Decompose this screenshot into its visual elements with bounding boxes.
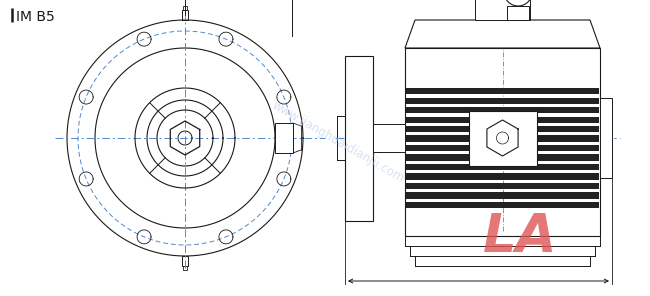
Bar: [406, 202, 599, 208]
Bar: [406, 192, 599, 199]
Text: IM B5: IM B5: [16, 10, 55, 24]
Bar: [373, 124, 405, 152]
Bar: [345, 56, 373, 221]
Bar: [406, 145, 599, 151]
Bar: [182, 10, 188, 20]
Bar: [406, 136, 599, 141]
Bar: [406, 117, 599, 123]
Bar: [406, 88, 599, 94]
Bar: [406, 155, 599, 161]
Text: LA: LA: [483, 211, 557, 263]
Bar: [600, 98, 612, 178]
Bar: [183, 6, 187, 10]
Circle shape: [504, 0, 532, 6]
Bar: [406, 126, 599, 132]
Bar: [406, 164, 599, 170]
Bar: [275, 123, 293, 153]
Bar: [406, 98, 599, 104]
Bar: [475, 0, 530, 20]
Bar: [405, 48, 600, 236]
Bar: [183, 266, 187, 270]
Bar: [507, 6, 529, 20]
Bar: [406, 173, 599, 180]
Bar: [182, 256, 188, 266]
Bar: [406, 183, 599, 189]
Bar: [469, 110, 536, 165]
Polygon shape: [405, 20, 600, 48]
Bar: [406, 107, 599, 113]
Text: www.jianghuaidianjii.com: www.jianghuaidianjii.com: [270, 99, 406, 185]
